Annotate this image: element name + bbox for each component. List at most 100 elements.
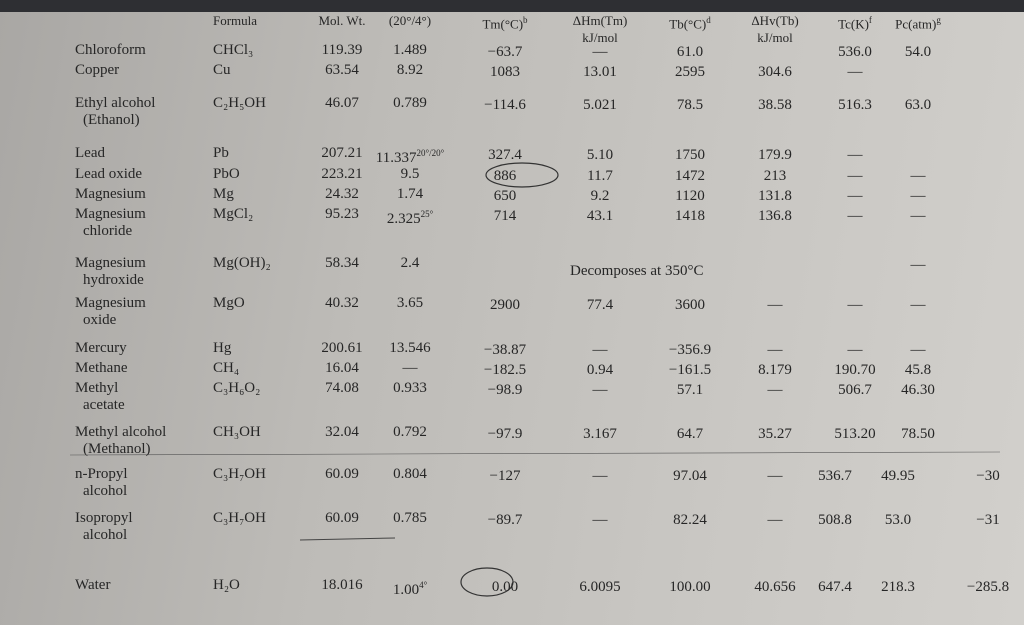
line: Methane bbox=[75, 360, 128, 376]
cell: 3.167 bbox=[583, 426, 617, 442]
line: Magnesium bbox=[75, 206, 146, 222]
superscript: 20°/20° bbox=[416, 148, 445, 158]
cell: 16.04 bbox=[325, 360, 359, 376]
cell: 53.0 bbox=[884, 512, 912, 528]
cell: 9.2 bbox=[590, 188, 610, 204]
formula: Mg bbox=[213, 186, 234, 202]
formula: Mg(OH)₂ bbox=[213, 255, 271, 271]
compound-name: Magnesium hydroxide bbox=[75, 255, 146, 289]
formula: C₃H₇OH bbox=[213, 466, 266, 482]
line: ΔHv(Tb) bbox=[751, 13, 799, 28]
line: Isopropyl bbox=[75, 510, 133, 526]
formula: C₂H₅OH bbox=[213, 95, 266, 111]
underline bbox=[299, 537, 396, 541]
cell: — bbox=[910, 257, 926, 273]
cell: — bbox=[910, 188, 926, 204]
compound-name: Lead bbox=[75, 145, 105, 162]
column-header: Mol. Wt. bbox=[318, 13, 366, 28]
cell: 886 bbox=[493, 168, 517, 184]
line: Methyl alcohol bbox=[75, 424, 167, 440]
cell: 58.34 bbox=[325, 255, 359, 271]
cell: 508.8 bbox=[818, 512, 852, 528]
cell: −182.5 bbox=[483, 362, 527, 378]
formula: Pb bbox=[213, 145, 229, 161]
cell: 2.32525° bbox=[387, 206, 433, 228]
cell: — bbox=[767, 342, 783, 358]
cell: 57.1 bbox=[676, 382, 704, 398]
cell: 40.656 bbox=[754, 579, 796, 595]
formula: C₃H₆O₂ bbox=[213, 380, 261, 396]
cell-text: Tb(°C) bbox=[669, 16, 707, 32]
cell-text: 2.325 bbox=[386, 211, 421, 227]
formula: CH₃OH bbox=[213, 424, 261, 440]
cell: — bbox=[592, 342, 608, 358]
cell: — bbox=[767, 382, 783, 398]
column-header: ΔHv(Tb) kJ/mol bbox=[751, 12, 798, 46]
cell: — bbox=[847, 208, 863, 224]
cell: 213 bbox=[763, 168, 787, 184]
cell: — bbox=[910, 168, 926, 184]
cell-text: 11.337 bbox=[375, 150, 417, 166]
compound-name: Magnesium chloride bbox=[75, 206, 146, 240]
cell: 1472 bbox=[675, 168, 705, 184]
column-header: Tm(°C)b bbox=[482, 12, 527, 32]
line: kJ/mol bbox=[582, 30, 618, 45]
cell-text: Pc(atm) bbox=[895, 16, 937, 32]
line: Ethyl alcohol bbox=[75, 95, 156, 111]
cell: 82.24 bbox=[673, 512, 707, 528]
cell: 536.0 bbox=[838, 44, 872, 60]
cell: 207.21 bbox=[321, 145, 363, 161]
line: ΔHm(Tm) bbox=[572, 13, 628, 28]
cell: 131.8 bbox=[758, 188, 792, 204]
line: Lead oxide bbox=[75, 166, 143, 182]
line: chloride bbox=[83, 223, 133, 239]
cell: −161.5 bbox=[668, 362, 712, 378]
cell: — bbox=[592, 44, 608, 60]
line: (Methanol) bbox=[83, 441, 151, 457]
cell: 190.70 bbox=[834, 362, 876, 378]
cell: — bbox=[847, 188, 863, 204]
cell: — bbox=[847, 64, 863, 80]
cell: 0.789 bbox=[393, 95, 427, 111]
cell: 513.20 bbox=[834, 426, 876, 442]
cell: 43.1 bbox=[586, 208, 614, 224]
formula: PbO bbox=[213, 166, 240, 182]
cell: — bbox=[767, 512, 783, 528]
column-header: Tb(°C)d bbox=[669, 12, 710, 32]
cell: 49.95 bbox=[881, 468, 915, 484]
cell-text: Tm(°C) bbox=[482, 16, 524, 32]
superscript: b bbox=[523, 15, 528, 25]
line: Magnesium bbox=[75, 295, 146, 311]
cell: −30 bbox=[976, 468, 1000, 484]
cell: 1120 bbox=[675, 188, 705, 204]
cell: 95.23 bbox=[325, 206, 359, 222]
cell: 3.65 bbox=[396, 295, 424, 311]
compound-name: Magnesium oxide bbox=[75, 295, 146, 329]
cell-text: 1.00 bbox=[392, 582, 420, 598]
compound-name: Methane bbox=[75, 360, 127, 377]
line: Methyl bbox=[75, 380, 119, 396]
line: kJ/mol bbox=[757, 30, 793, 45]
cell: 13.01 bbox=[583, 64, 617, 80]
cell: — bbox=[910, 342, 926, 358]
cell: 11.7 bbox=[587, 168, 613, 184]
cell: 78.50 bbox=[901, 426, 935, 442]
cell: 74.08 bbox=[325, 380, 359, 396]
cell: 2900 bbox=[490, 297, 520, 313]
cell: 2.4 bbox=[400, 255, 420, 271]
cell: 179.9 bbox=[758, 147, 792, 163]
cell: 32.04 bbox=[325, 424, 359, 440]
cell: 1418 bbox=[675, 208, 705, 224]
compound-name: Chloroform bbox=[75, 42, 146, 59]
cell: 119.39 bbox=[321, 42, 363, 58]
cell: — bbox=[402, 360, 418, 376]
cell: — bbox=[910, 297, 926, 313]
cell: — bbox=[847, 342, 863, 358]
cell: 97.04 bbox=[673, 468, 707, 484]
superscript: 25° bbox=[420, 209, 434, 219]
cell: −97.9 bbox=[487, 426, 523, 442]
cell: 1.489 bbox=[393, 42, 427, 58]
formula: C₃H₇OH bbox=[213, 510, 266, 526]
